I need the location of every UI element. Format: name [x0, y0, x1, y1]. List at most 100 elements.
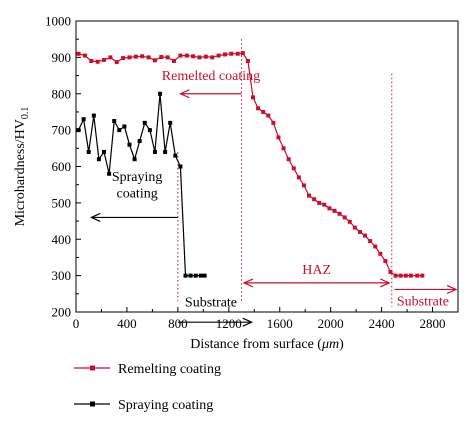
- data-point: [132, 157, 137, 162]
- data-point: [420, 273, 425, 278]
- data-point: [281, 146, 286, 151]
- annotation-spraying-line1: Spraying: [112, 170, 163, 185]
- data-point: [198, 273, 203, 278]
- data-point: [408, 273, 413, 278]
- annotation-haz: HAZ: [302, 263, 331, 278]
- legend: Remelting coating Spraying coating: [74, 362, 221, 413]
- y-tick-label: 600: [52, 159, 72, 174]
- data-point: [173, 153, 178, 158]
- data-point: [172, 59, 177, 64]
- series-0: [76, 51, 425, 278]
- data-point: [373, 244, 378, 249]
- data-point: [327, 206, 332, 211]
- x-tick-label: 2400: [369, 316, 395, 331]
- series-layer: [76, 51, 425, 278]
- data-point: [347, 219, 352, 224]
- data-point: [91, 113, 96, 118]
- data-point: [114, 60, 119, 65]
- data-point: [203, 54, 208, 59]
- x-tick-label: 1200: [216, 316, 242, 331]
- data-point: [165, 55, 170, 60]
- legend-label: Remelting coating: [118, 362, 221, 377]
- data-point: [193, 273, 198, 278]
- annotation-substrate-right: Substrate: [397, 294, 449, 309]
- data-point: [81, 117, 86, 122]
- y-tick-label: 400: [52, 232, 72, 247]
- data-point: [291, 166, 296, 171]
- data-point: [163, 149, 168, 154]
- data-point: [216, 53, 221, 58]
- data-point: [393, 273, 398, 278]
- data-point: [357, 229, 362, 234]
- data-point: [188, 273, 193, 278]
- data-point: [147, 128, 152, 133]
- data-point: [178, 53, 183, 58]
- data-point: [276, 135, 281, 140]
- data-point: [178, 164, 183, 169]
- x-axis-title: Distance from surface (μm): [190, 337, 344, 352]
- y-tick-label: 300: [52, 268, 72, 283]
- y-tick-label: 800: [52, 86, 72, 101]
- data-point: [107, 171, 112, 176]
- data-point: [235, 51, 240, 56]
- data-point: [117, 128, 122, 133]
- data-point: [415, 273, 420, 278]
- data-point: [112, 119, 117, 124]
- annotation-spraying-line2: coating: [117, 186, 158, 201]
- reference-lines: [177, 39, 393, 307]
- data-point: [121, 56, 126, 61]
- data-point: [89, 59, 94, 64]
- x-tick-label: 800: [168, 316, 188, 331]
- data-point: [122, 124, 127, 129]
- data-point: [240, 51, 245, 56]
- annotation-remelted-coating: Remelted coating: [162, 69, 260, 84]
- data-point: [332, 208, 337, 213]
- legend-marker: [90, 365, 95, 371]
- data-point: [142, 120, 147, 125]
- data-point: [191, 54, 196, 59]
- data-point: [76, 51, 81, 56]
- data-point: [127, 142, 132, 147]
- legend-item-0: Remelting coating: [74, 362, 221, 377]
- legend-item-1: Spraying coating: [74, 398, 213, 413]
- data-point: [261, 109, 266, 114]
- y-tick-label: 900: [52, 50, 72, 65]
- x-axis: 0 400 800 1200 1600 2000 2400 2800: [73, 307, 446, 331]
- x-tick-label: 1600: [267, 316, 293, 331]
- data-point: [352, 225, 357, 230]
- data-point: [202, 273, 207, 278]
- legend-label: Spraying coating: [118, 398, 213, 413]
- x-tick-label: 400: [117, 316, 137, 331]
- data-point: [86, 149, 91, 154]
- data-point: [197, 55, 202, 60]
- data-point: [102, 149, 107, 154]
- x-tick-label: 0: [73, 316, 80, 331]
- data-point: [296, 175, 301, 180]
- data-point: [108, 55, 113, 60]
- y-tick-label: 200: [52, 305, 72, 320]
- data-point: [96, 157, 101, 162]
- data-point: [256, 106, 261, 111]
- data-point: [229, 51, 234, 56]
- y-axis: 200 300 400 500 600 700 800 900 1000: [45, 14, 81, 320]
- data-point: [322, 202, 327, 207]
- data-point: [398, 273, 403, 278]
- annotation-substrate-left: Substrate: [185, 296, 237, 311]
- y-tick-label: 500: [52, 195, 72, 210]
- data-point: [403, 273, 408, 278]
- data-point: [140, 54, 145, 59]
- data-point: [271, 120, 276, 125]
- data-point: [95, 59, 100, 64]
- data-point: [383, 259, 388, 264]
- data-point: [250, 95, 255, 100]
- data-point: [363, 233, 368, 238]
- data-point: [102, 57, 107, 62]
- data-point: [183, 273, 188, 278]
- data-point: [137, 139, 142, 144]
- data-point: [301, 183, 306, 188]
- data-point: [286, 157, 291, 162]
- data-point: [222, 52, 227, 57]
- data-point: [158, 91, 163, 96]
- plot-frame: [75, 20, 459, 313]
